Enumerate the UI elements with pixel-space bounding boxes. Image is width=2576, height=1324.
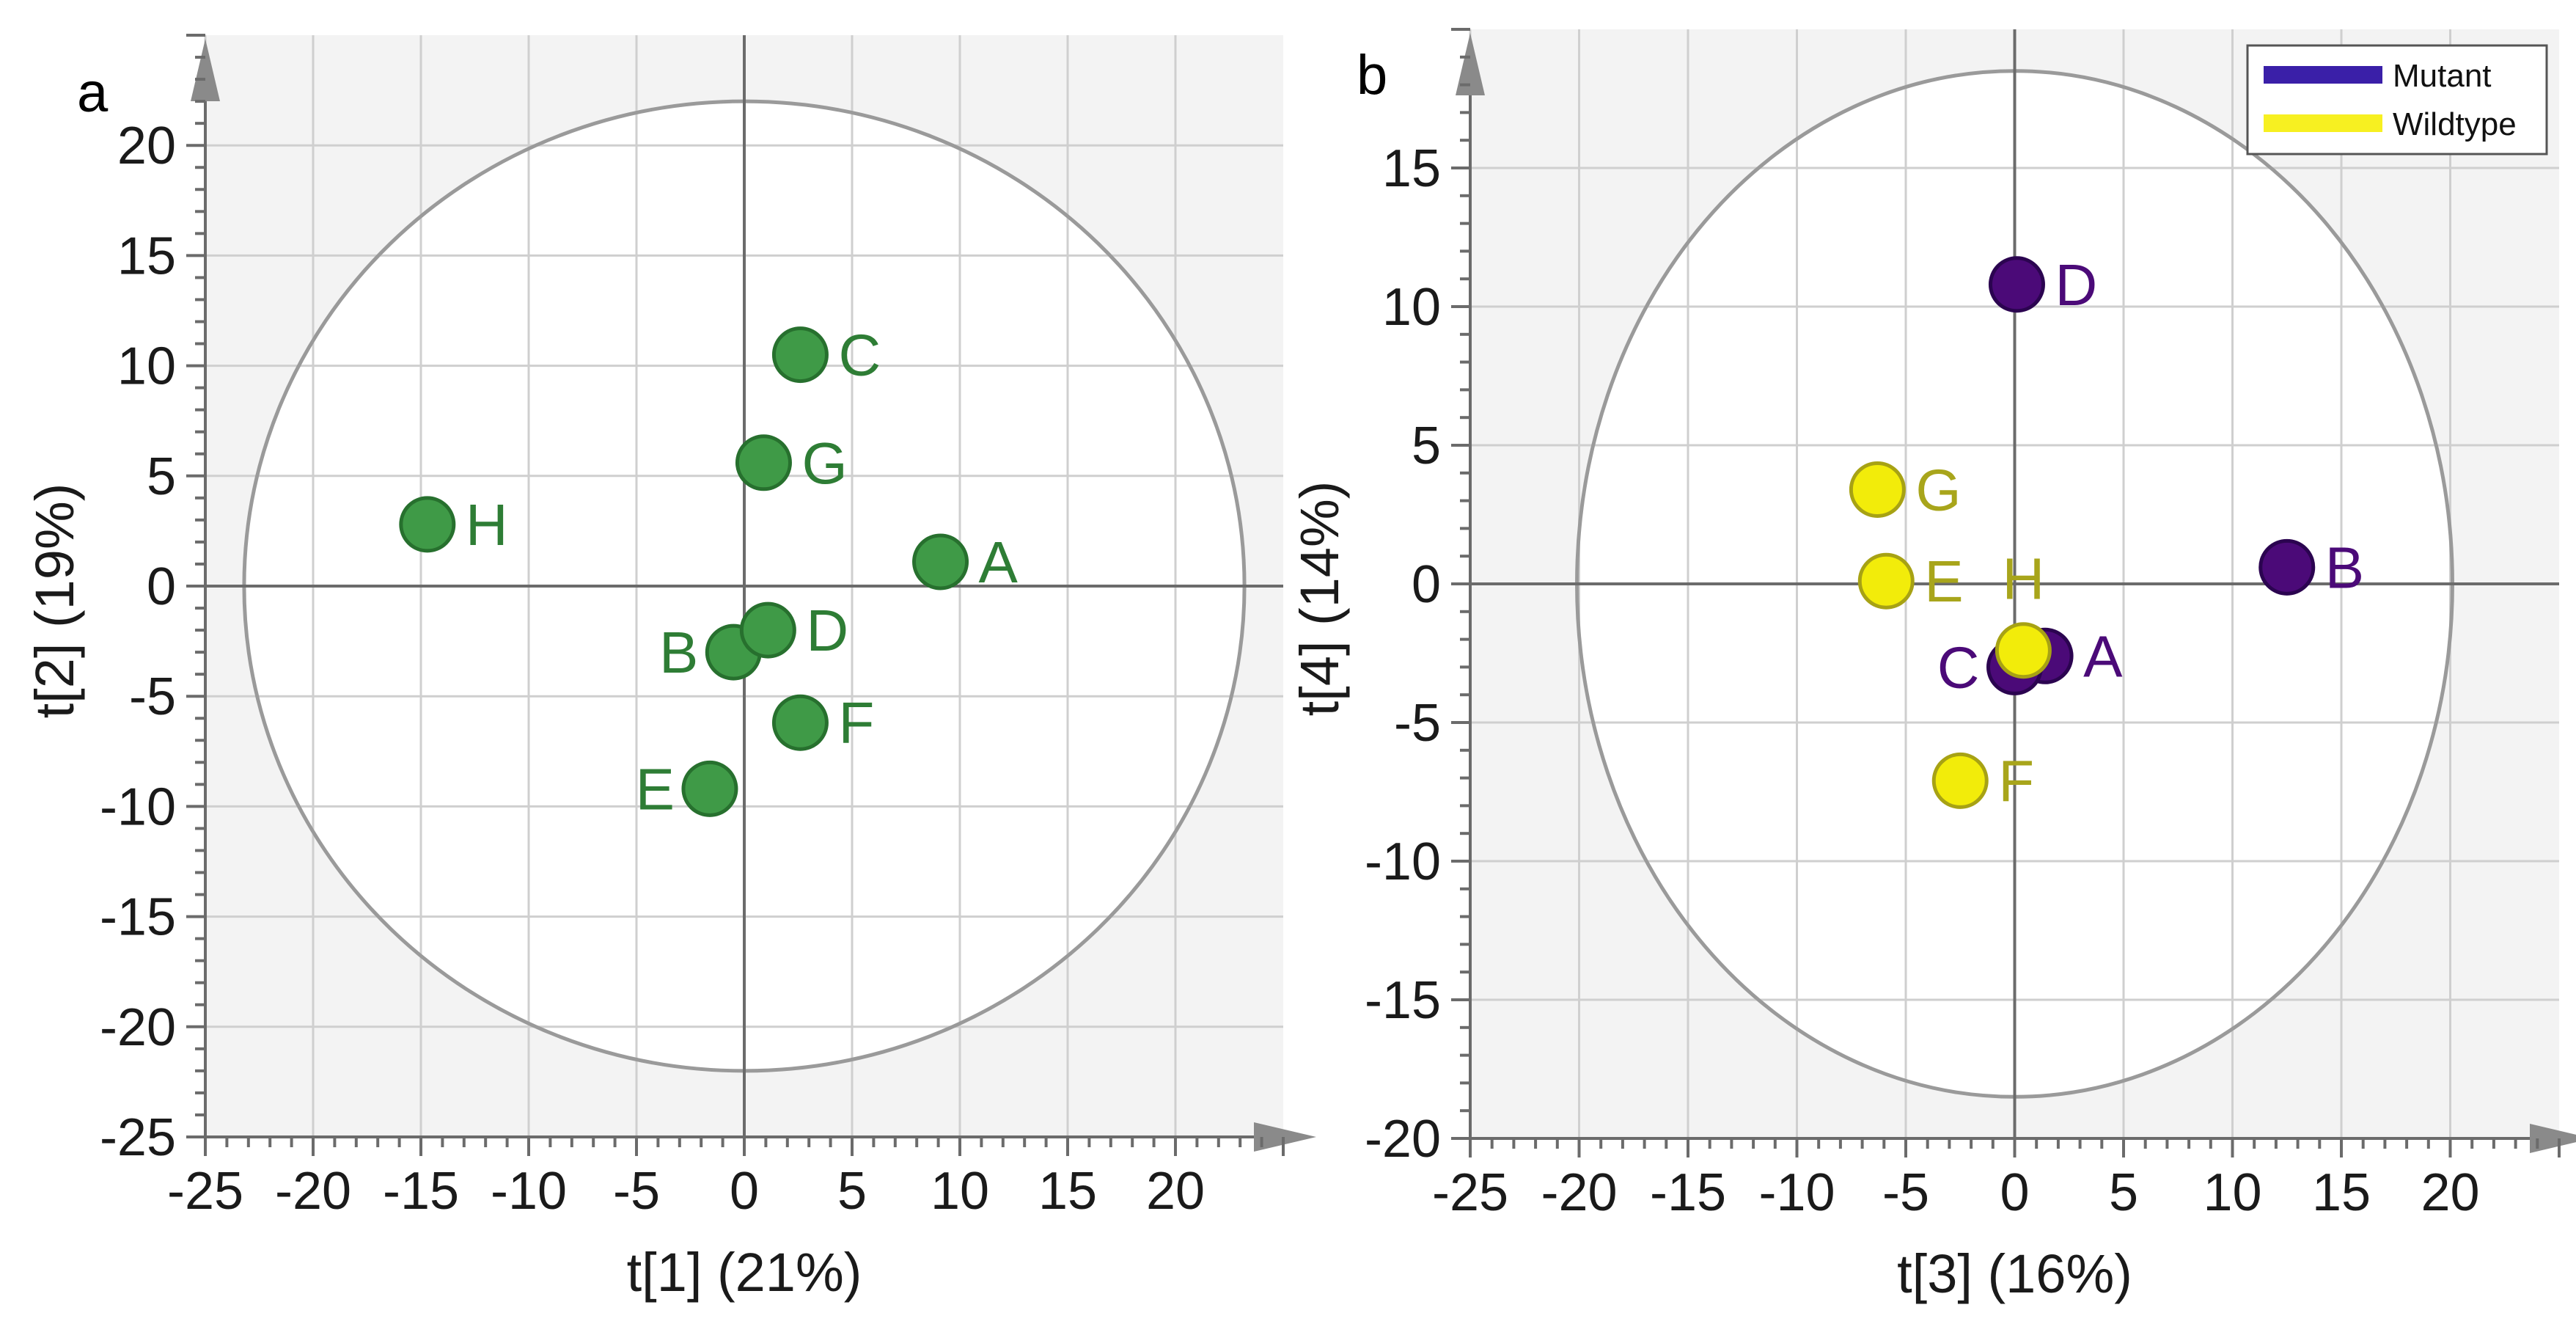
data-point-b-D[interactable] [1988,256,2045,313]
legend-swatch-wildtype [2264,114,2382,132]
x-tick-label: 5 [837,1162,867,1221]
data-label-a-G: G [801,431,847,496]
y-axis-title: t[4] (14%) [1289,481,1350,717]
y-tick-label: -20 [100,998,176,1057]
data-point-a-H[interactable] [399,496,456,553]
y-tick-label: 5 [1412,417,1441,475]
x-tick-label: 0 [2000,1163,2029,1222]
y-tick-label: -5 [129,668,176,726]
x-tick-label: 20 [1146,1162,1205,1221]
y-axis-arrow-icon [191,39,220,101]
data-label-b-C: C [1937,634,1980,700]
x-axis-title: t[3] (16%) [1897,1243,2132,1304]
data-label-b-F: F [1998,748,2034,813]
x-tick-label: -10 [491,1162,567,1221]
x-tick-label: -25 [1432,1163,1508,1222]
chart-panel-b: -25 -20 -15 -10 -5 0 5 10 15 20-20-15-10-5051015t… [1289,28,2576,1304]
y-tick-label: 5 [147,447,176,506]
panel-letter: b [1357,44,1387,106]
x-tick-label: -15 [1650,1163,1726,1222]
x-tick-label: 10 [931,1162,989,1221]
x-tick-label: -20 [1541,1163,1617,1222]
data-points: A B C D E F G H [399,323,1019,822]
data-label-a-A: A [979,530,1019,595]
y-tick-label: -15 [1365,971,1441,1030]
y-tick-label: -10 [1365,833,1441,891]
data-label-b-H: H [2002,546,2044,612]
y-tick-label: 0 [1412,555,1441,614]
data-point-b-E[interactable] [1857,552,1915,610]
y-tick-label: 20 [117,117,176,175]
chart-panel-a: -25 -20 -15 -10 -5 0 5 10 15 20 -25 -20 -15 -10 -5 0 5 10… [24,34,1316,1303]
y-axis-title: t[2] (19%) [24,483,85,719]
y-tick-label: 10 [117,337,176,396]
data-point-b-F[interactable] [1931,752,1989,809]
x-tick-label: -15 [383,1162,459,1221]
y-tick-label: 15 [117,227,176,285]
x-tick-label: 0 [730,1162,759,1221]
data-label-a-D: D [806,598,848,663]
y-axis-arrow-icon [1456,33,1485,95]
data-label-b-E: E [1924,549,1963,614]
x-tick-label: 5 [2109,1163,2138,1222]
y-tick-label: -20 [1365,1110,1441,1168]
data-label-a-E: E [636,756,675,822]
data-point-b-B[interactable] [2258,538,2316,596]
x-axis-arrow-icon [1254,1122,1316,1152]
data-point-a-E[interactable] [681,760,738,817]
legend-box [2246,44,2548,156]
panel-letter: a [77,62,109,124]
legend-swatch-mutant [2264,66,2382,84]
data-point-a-C[interactable] [771,326,829,384]
x-tick-label: 15 [1038,1162,1097,1221]
data-label-a-C: C [838,323,881,388]
data-label-a-H: H [466,492,508,557]
y-tick-label: 10 [1382,278,1441,337]
data-point-a-G[interactable] [735,434,792,491]
data-label-a-B: B [659,620,698,685]
x-tick-label: 15 [2312,1163,2371,1222]
y-tick-label: -5 [1394,694,1441,753]
data-point-a-A[interactable] [912,533,969,590]
x-axis-title: t[1] (21%) [627,1242,862,1303]
data-label-b-D: D [2055,252,2097,318]
data-point-a-F[interactable] [771,694,829,751]
x-tick-label: -10 [1758,1163,1835,1222]
x-tick-label: -25 [167,1162,243,1221]
y-tick-label: 0 [147,557,176,616]
data-label-b-A: A [2083,623,2123,689]
y-tick-label: -25 [100,1108,176,1167]
y-tick-label: -10 [100,778,176,836]
data-label-b-G: G [1915,457,1961,522]
x-tick-label: -5 [613,1162,660,1221]
legend-label-mutant: Mutant [2393,58,2492,94]
y-tick-label: 15 [1382,139,1441,198]
legend: Mutant Wildtype [2246,44,2548,156]
data-point-b-H[interactable] [1995,622,2052,679]
data-point-a-D[interactable] [739,601,796,659]
data-points: A B C D E F GH [1849,252,2364,813]
x-tick-label: 20 [2421,1163,2479,1222]
legend-label-wildtype: Wildtype [2393,106,2517,142]
data-label-b-B: B [2325,535,2364,600]
x-tick-label: -5 [1882,1163,1929,1222]
data-point-b-G[interactable] [1849,461,1906,518]
data-label-a-F: F [838,690,874,756]
x-tick-label: 10 [2203,1163,2261,1222]
x-axis-arrow-icon [2530,1124,2576,1153]
y-tick-label: -15 [100,888,176,947]
x-tick-label: -20 [275,1162,351,1221]
